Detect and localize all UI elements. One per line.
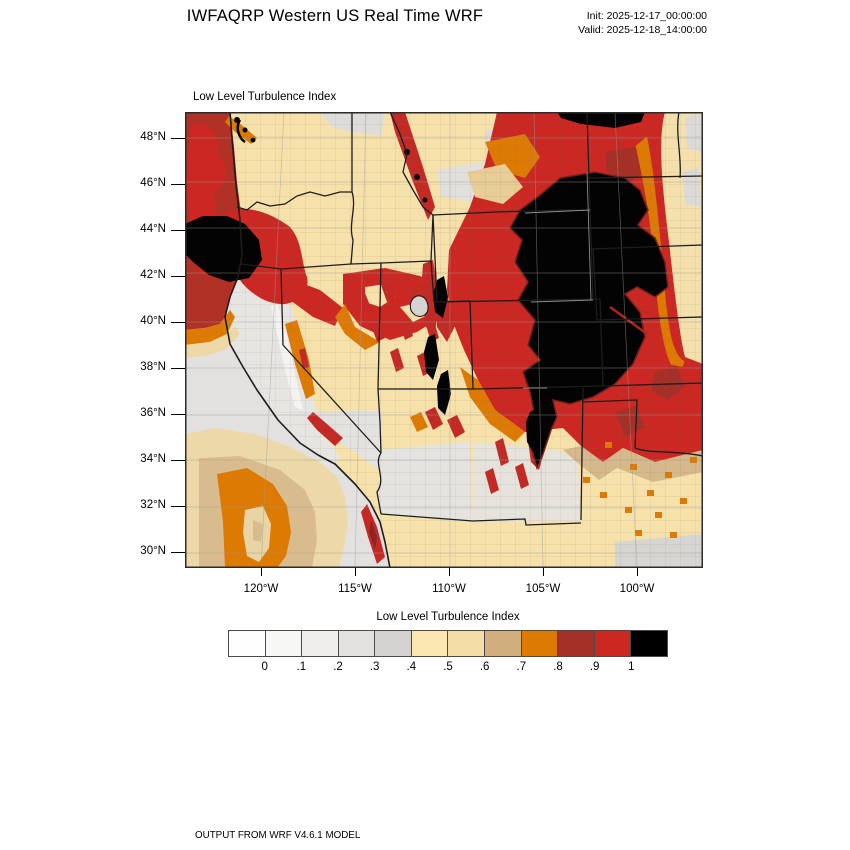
colorbar-cell: [521, 631, 559, 656]
colorbar-tick-label: .8: [553, 661, 563, 673]
state-borders-over-black: [523, 171, 594, 389]
turbulence-map: [185, 112, 703, 568]
colorbar-cell: [631, 631, 667, 656]
colorbar-tick-label: .9: [589, 661, 600, 673]
lon-tick-mark: [260, 568, 262, 576]
colorbar-tick-label: 0: [261, 661, 268, 673]
colorbar: [228, 630, 668, 657]
page-title: IWFAQRP Western US Real Time WRF: [186, 7, 484, 25]
colorbar-tick-label: .5: [443, 661, 453, 673]
colorbar-tick-label: .3: [369, 661, 380, 673]
lon-tick-mark: [448, 568, 450, 576]
colorbar-tick-label: .2: [333, 661, 343, 673]
run-times: Init: 2025-12-17_00:00:00 Valid: 2025-12…: [420, 10, 707, 37]
lat-tick-label: 38°N: [140, 361, 166, 373]
great-salt-lake: [409, 295, 429, 317]
lat-tick-label: 32°N: [140, 499, 166, 511]
lat-tick-mark: [171, 367, 185, 369]
lat-tick-mark: [171, 137, 185, 139]
map-subtitle: Low Level Turbulence Index: [193, 91, 337, 103]
lat-tick-mark: [171, 413, 185, 415]
colorbar-title: Low Level Turbulence Index: [376, 611, 520, 623]
colorbar-cell: [302, 631, 339, 656]
colorbar-tick-label: .1: [296, 661, 307, 673]
lon-tick-label: 120°W: [243, 583, 279, 595]
colorbar-cell: [338, 631, 376, 656]
lat-tick-label: 44°N: [140, 223, 166, 235]
colorbar-cell: [558, 631, 595, 656]
lat-tick-label: 40°N: [140, 315, 166, 327]
lat-tick-label: 46°N: [140, 177, 166, 189]
colorbar-cell: [265, 631, 303, 656]
lat-tick-label: 36°N: [140, 407, 166, 419]
lat-tick-mark: [171, 459, 185, 461]
coastline: [224, 112, 391, 568]
lon-tick-label: 110°W: [432, 583, 466, 595]
lat-tick-mark: [171, 183, 185, 185]
colorbar-cell: [594, 631, 632, 656]
model-info-line1: OUTPUT FROM WRF V4.6.1 MODEL: [195, 830, 361, 841]
lat-tick-mark: [171, 229, 185, 231]
colorbar-tick-label: 1: [628, 661, 635, 673]
lon-tick-label: 100°W: [619, 583, 655, 595]
map-canvas: [185, 112, 703, 568]
colorbar-cell: [229, 631, 266, 656]
lat-tick-label: 42°N: [140, 269, 166, 281]
max-turbulence-blobs: [185, 112, 669, 471]
lon-tick-label: 115°W: [338, 583, 372, 595]
lat-tick-mark: [171, 275, 185, 277]
state-borders: [224, 112, 703, 568]
colorbar-cell: [411, 631, 449, 656]
lon-tick-mark: [636, 568, 638, 576]
lat-tick-mark: [171, 505, 185, 507]
colorbar-tick-label: .7: [516, 661, 527, 673]
valid-time: Valid: 2025-12-18_14:00:00: [578, 23, 707, 36]
lat-tick-label: 34°N: [140, 453, 166, 465]
lon-tick-mark: [354, 568, 356, 576]
colorbar-tick-label: .4: [406, 661, 417, 673]
lat-tick-mark: [171, 321, 185, 323]
lat-tick-label: 48°N: [140, 131, 166, 143]
lon-tick-label: 105°W: [525, 583, 561, 595]
colorbar-cell: [448, 631, 486, 656]
colorbar-cell: [375, 631, 412, 656]
lon-tick-mark: [542, 568, 544, 576]
init-time: Init: 2025-12-17_00:00:00: [586, 10, 707, 22]
lat-tick-label: 30°N: [140, 545, 166, 557]
lat-tick-mark: [171, 551, 185, 553]
model-info: OUTPUT FROM WRF V4.6.1 MODEL WE = 310 ; …: [195, 803, 580, 850]
colorbar-tick-label: .6: [479, 661, 490, 673]
colorbar-cell: [485, 631, 522, 656]
puget-sound: [236, 119, 246, 144]
graticule: [185, 112, 703, 568]
map-frame: [185, 112, 703, 568]
